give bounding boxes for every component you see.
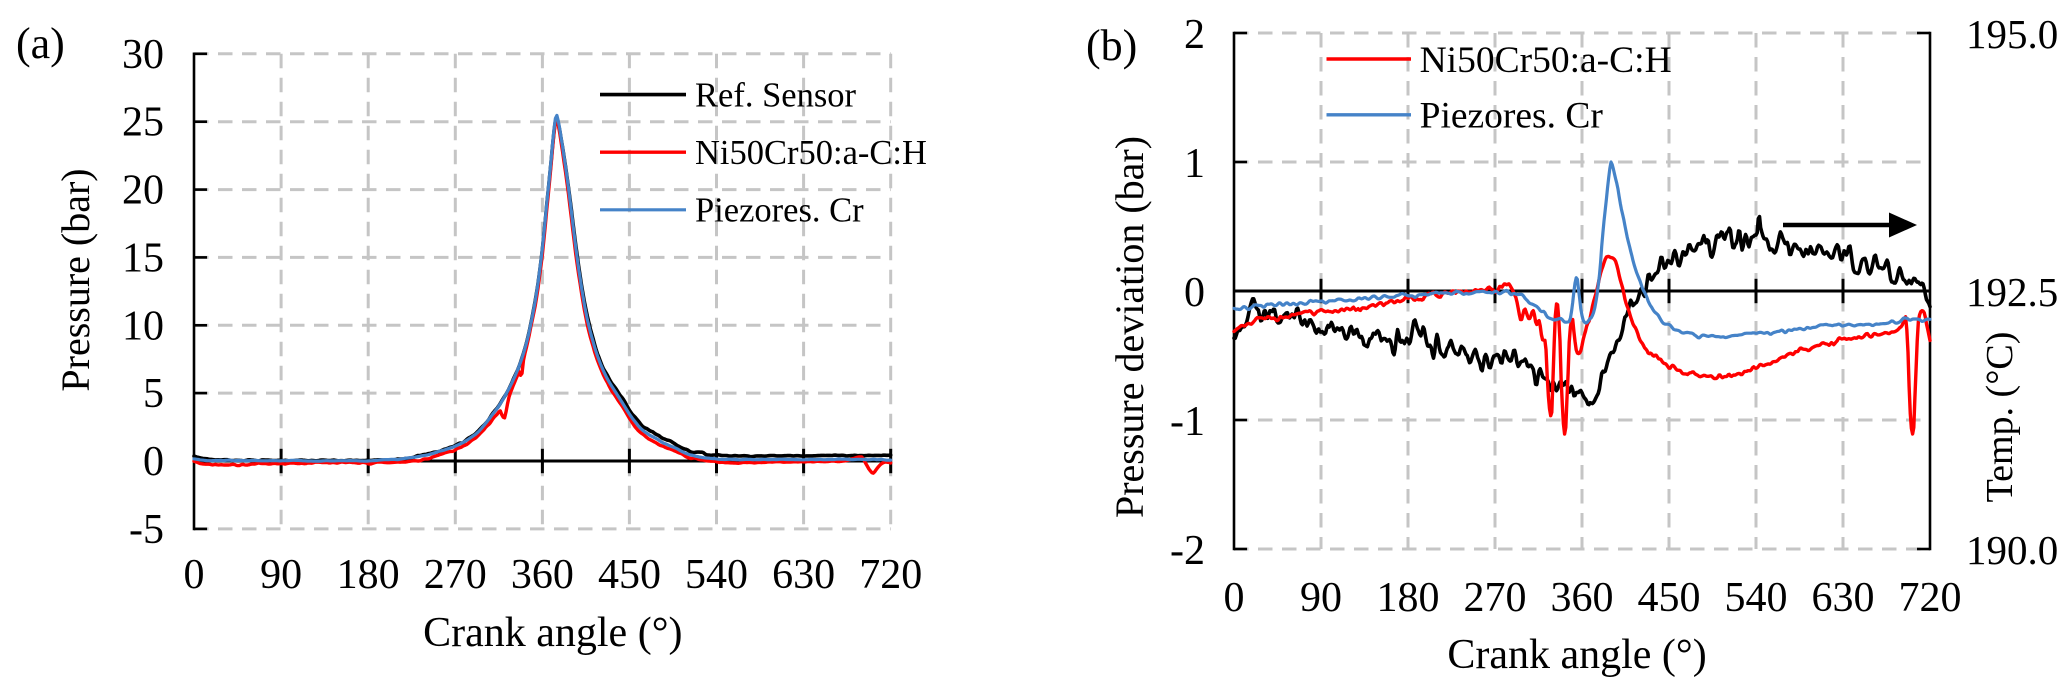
svg-text:(b): (b) xyxy=(1086,21,1137,70)
svg-text:2: 2 xyxy=(1184,12,1205,58)
svg-text:180: 180 xyxy=(1377,575,1440,621)
svg-text:0: 0 xyxy=(184,552,205,598)
svg-text:-1: -1 xyxy=(1170,399,1205,445)
svg-text:-2: -2 xyxy=(1170,528,1205,574)
svg-text:270: 270 xyxy=(1464,575,1527,621)
svg-text:Ni50Cr50:a-C:H: Ni50Cr50:a-C:H xyxy=(695,134,927,172)
svg-text:90: 90 xyxy=(260,552,302,598)
svg-text:Piezores. Cr: Piezores. Cr xyxy=(695,192,864,230)
svg-text:270: 270 xyxy=(424,552,487,598)
svg-text:1: 1 xyxy=(1184,141,1205,187)
svg-text:720: 720 xyxy=(1899,575,1962,621)
svg-text:Piezores. Cr: Piezores. Cr xyxy=(1420,96,1604,137)
svg-text:20: 20 xyxy=(122,168,164,214)
svg-text:25: 25 xyxy=(122,100,164,146)
svg-text:Temp. (°C): Temp. (°C) xyxy=(1979,332,2021,503)
svg-text:5: 5 xyxy=(143,371,164,417)
svg-text:Ref. Sensor: Ref. Sensor xyxy=(695,77,856,115)
svg-text:450: 450 xyxy=(598,552,661,598)
svg-text:Pressure deviation (bar): Pressure deviation (bar) xyxy=(1107,136,1152,518)
svg-text:540: 540 xyxy=(685,552,748,598)
svg-text:-5: -5 xyxy=(129,507,164,553)
svg-text:360: 360 xyxy=(1551,575,1614,621)
svg-text:720: 720 xyxy=(859,552,922,598)
svg-text:15: 15 xyxy=(122,235,164,281)
svg-text:630: 630 xyxy=(1812,575,1875,621)
svg-text:Ni50Cr50:a-C:H: Ni50Cr50:a-C:H xyxy=(1420,40,1672,81)
svg-text:0: 0 xyxy=(143,439,164,485)
svg-text:630: 630 xyxy=(772,552,835,598)
svg-text:(a): (a) xyxy=(16,19,65,68)
svg-text:360: 360 xyxy=(511,552,574,598)
svg-text:0: 0 xyxy=(1184,270,1205,316)
svg-text:Crank angle (°): Crank angle (°) xyxy=(423,610,682,656)
svg-text:192.5: 192.5 xyxy=(1966,269,2058,315)
svg-text:195.0: 195.0 xyxy=(1966,11,2058,57)
svg-text:180: 180 xyxy=(337,552,400,598)
svg-text:450: 450 xyxy=(1638,575,1701,621)
svg-text:10: 10 xyxy=(122,303,164,349)
svg-text:Pressure (bar): Pressure (bar) xyxy=(53,168,98,391)
svg-text:90: 90 xyxy=(1300,575,1342,621)
svg-text:190.0: 190.0 xyxy=(1966,527,2058,573)
svg-text:30: 30 xyxy=(122,32,164,78)
svg-text:0: 0 xyxy=(1224,575,1245,621)
svg-text:540: 540 xyxy=(1725,575,1788,621)
svg-text:Crank angle (°): Crank angle (°) xyxy=(1447,632,1706,678)
